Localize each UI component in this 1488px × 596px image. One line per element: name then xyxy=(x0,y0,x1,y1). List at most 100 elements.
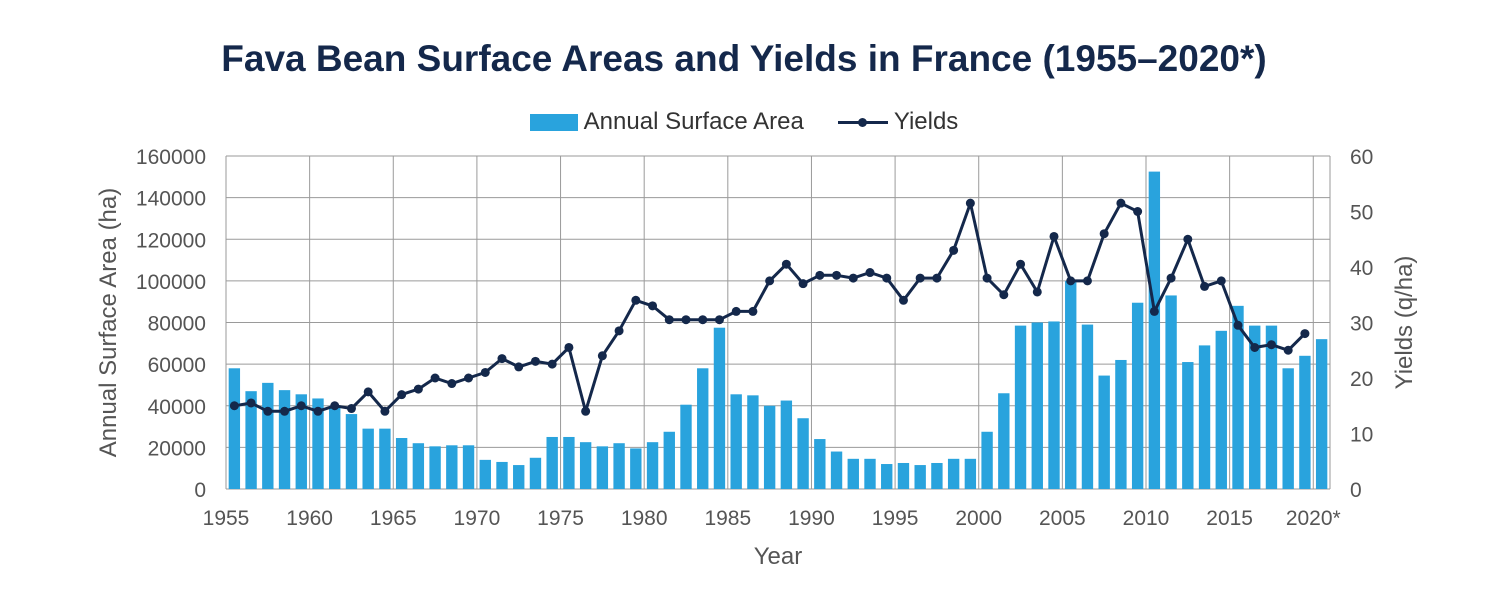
legend-item-bars: Annual Surface Area xyxy=(529,108,804,136)
yields-point xyxy=(346,404,356,414)
yields-point xyxy=(932,273,942,283)
bar xyxy=(931,462,943,489)
bar xyxy=(579,442,592,489)
bar xyxy=(596,446,609,489)
y-right-axis-label: Yields (q/ha) xyxy=(1391,256,1418,390)
yields-point xyxy=(815,270,825,280)
bar-series xyxy=(228,171,1328,489)
yields-point xyxy=(1133,207,1143,216)
bar xyxy=(563,436,575,489)
yields-point xyxy=(313,406,323,416)
y-right-tick-label: 10 xyxy=(1350,424,1373,447)
bar xyxy=(897,462,910,489)
bar xyxy=(1148,171,1161,489)
yields-point xyxy=(1166,273,1176,283)
bar xyxy=(479,459,491,489)
yields-point xyxy=(1200,281,1210,291)
yields-point xyxy=(464,373,474,383)
bar xyxy=(1031,322,1043,489)
y-right-tick-label: 40 xyxy=(1350,257,1373,280)
bar xyxy=(847,458,859,489)
bar xyxy=(1182,362,1194,489)
yields-point xyxy=(631,295,641,305)
bar xyxy=(1065,280,1077,489)
bar xyxy=(295,394,307,489)
yields-point xyxy=(229,401,239,411)
bar xyxy=(1165,295,1177,489)
bar xyxy=(747,395,759,489)
bar xyxy=(546,436,558,489)
y-right-tick-label: 30 xyxy=(1350,313,1373,336)
yields-point xyxy=(280,406,290,416)
yields-point xyxy=(731,306,741,316)
bar xyxy=(713,327,726,489)
yields-point xyxy=(1216,276,1226,286)
bar xyxy=(1115,359,1127,489)
bar xyxy=(1299,355,1311,489)
bar xyxy=(697,368,709,489)
bar xyxy=(1265,325,1278,489)
bar xyxy=(981,431,993,489)
bar xyxy=(1098,375,1110,489)
bar xyxy=(1198,345,1211,489)
yields-point xyxy=(681,315,691,325)
yields-point xyxy=(748,306,758,316)
bar xyxy=(680,404,692,489)
line-series xyxy=(229,198,1310,416)
bar xyxy=(730,394,742,489)
x-tick-label: 1965 xyxy=(370,507,417,530)
y-right-tick-label: 20 xyxy=(1350,368,1373,391)
yields-point xyxy=(564,342,574,352)
yields-point xyxy=(514,362,524,372)
bar xyxy=(881,464,893,489)
x-tick-label: 2010 xyxy=(1123,507,1170,530)
yields-point xyxy=(246,398,256,408)
bar xyxy=(1315,339,1328,489)
yields-point xyxy=(882,273,892,283)
chart-title: Fava Bean Surface Areas and Yields in Fr… xyxy=(221,38,1267,79)
bar xyxy=(446,445,458,489)
yields-point xyxy=(480,367,490,377)
y-right-tick-label: 50 xyxy=(1350,202,1373,225)
y-left-tick-label: 80000 xyxy=(148,313,206,336)
y-right-tick-label: 0 xyxy=(1350,479,1362,502)
yields-point xyxy=(614,326,624,336)
x-tick-label: 1995 xyxy=(872,507,919,530)
bar xyxy=(345,414,358,489)
bar xyxy=(780,400,793,489)
bar xyxy=(1081,324,1094,489)
yields-point xyxy=(447,379,457,389)
bar xyxy=(1282,368,1294,489)
bar xyxy=(947,458,960,489)
bar xyxy=(329,405,341,489)
yields-point xyxy=(296,401,306,411)
bar xyxy=(228,368,241,489)
y-left-tick-label: 20000 xyxy=(148,437,206,460)
legend-line-swatch xyxy=(837,114,888,131)
yields-point xyxy=(397,390,407,400)
bar xyxy=(412,443,425,489)
bar xyxy=(1215,330,1227,489)
x-tick-label: 1960 xyxy=(286,507,333,530)
bar xyxy=(830,451,843,489)
y-left-tick-label: 120000 xyxy=(136,229,206,252)
grid xyxy=(225,155,1331,490)
yields-point xyxy=(781,259,791,269)
legend-bar-swatch xyxy=(529,113,578,131)
legend-item-line: Yields xyxy=(837,108,958,136)
yields-point xyxy=(999,290,1009,300)
yields-point xyxy=(413,384,423,394)
yields-line xyxy=(234,201,1306,413)
yields-point xyxy=(648,301,658,311)
yields-point xyxy=(949,245,959,255)
bar xyxy=(513,465,525,489)
yields-point xyxy=(1266,340,1276,350)
x-tick-label: 2020* xyxy=(1286,507,1341,530)
bar xyxy=(630,448,642,489)
y-left-tick-label: 60000 xyxy=(148,354,206,377)
yields-point xyxy=(848,273,858,283)
yields-point xyxy=(1049,231,1059,241)
y-right-tick-label: 60 xyxy=(1350,146,1373,169)
bar xyxy=(1048,321,1060,489)
yields-point xyxy=(698,315,708,325)
